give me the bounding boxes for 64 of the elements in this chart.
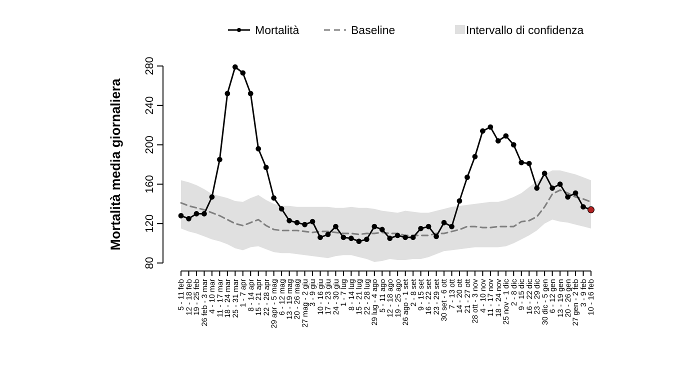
point bbox=[216, 156, 222, 162]
point bbox=[542, 170, 548, 176]
point bbox=[340, 234, 346, 240]
point bbox=[495, 138, 501, 144]
point bbox=[271, 195, 277, 201]
point bbox=[240, 70, 246, 76]
point bbox=[557, 182, 563, 187]
point bbox=[534, 185, 540, 191]
point bbox=[194, 211, 200, 216]
point bbox=[449, 224, 454, 230]
y-tick-label: 80 bbox=[144, 256, 156, 270]
point bbox=[526, 160, 532, 166]
point bbox=[302, 222, 308, 228]
point bbox=[402, 234, 408, 240]
point bbox=[372, 224, 378, 230]
legend-label: Mortalità bbox=[255, 25, 300, 37]
point bbox=[256, 146, 262, 152]
y-tick-label: 160 bbox=[144, 175, 156, 194]
point bbox=[325, 232, 331, 238]
point bbox=[565, 194, 570, 200]
point bbox=[310, 218, 316, 224]
point bbox=[224, 90, 230, 96]
point bbox=[379, 226, 385, 232]
point bbox=[186, 216, 192, 222]
y-tick-label: 120 bbox=[144, 214, 156, 233]
point bbox=[480, 128, 486, 134]
point bbox=[209, 194, 215, 200]
point bbox=[441, 220, 447, 226]
point bbox=[294, 220, 300, 226]
point bbox=[318, 234, 323, 240]
point bbox=[278, 206, 284, 212]
point bbox=[394, 232, 400, 238]
point bbox=[588, 206, 594, 214]
point bbox=[232, 64, 238, 70]
point bbox=[503, 133, 509, 139]
point bbox=[464, 174, 470, 180]
point bbox=[418, 226, 424, 232]
point bbox=[434, 234, 439, 240]
legend-label: Baseline bbox=[351, 25, 396, 37]
y-axis-title: Mortalità media giornaliera bbox=[108, 78, 123, 250]
point bbox=[286, 218, 292, 224]
y-tick-label: 280 bbox=[144, 56, 156, 76]
point bbox=[518, 160, 524, 166]
point bbox=[472, 154, 478, 160]
point bbox=[510, 142, 516, 148]
point bbox=[426, 224, 432, 230]
point bbox=[580, 204, 586, 210]
point bbox=[410, 234, 416, 240]
legend-label: Intervallo di confidenza bbox=[466, 25, 584, 37]
point bbox=[456, 198, 462, 204]
point bbox=[488, 124, 494, 130]
point bbox=[248, 90, 254, 96]
y-tick-label: 240 bbox=[144, 96, 156, 115]
point bbox=[572, 190, 578, 196]
point bbox=[263, 164, 269, 170]
point bbox=[387, 236, 393, 242]
point bbox=[333, 224, 338, 230]
point bbox=[550, 185, 556, 191]
point bbox=[178, 213, 184, 218]
point bbox=[202, 211, 207, 216]
point bbox=[356, 238, 362, 244]
point bbox=[364, 236, 370, 242]
point bbox=[348, 236, 354, 242]
y-tick-label: 200 bbox=[144, 136, 156, 154]
